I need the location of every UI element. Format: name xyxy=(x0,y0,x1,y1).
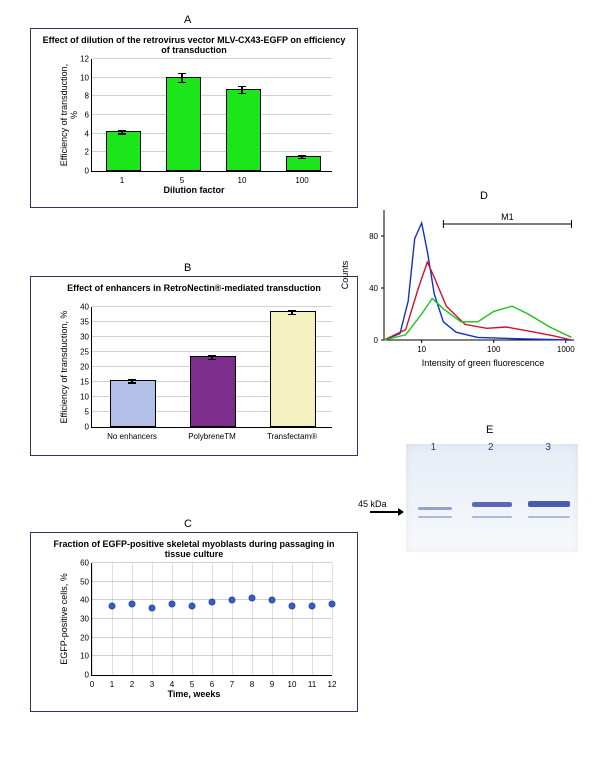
gel-band xyxy=(418,507,452,510)
bar xyxy=(270,311,316,427)
scatter-point xyxy=(309,602,316,609)
panel-c: Fraction of EGFP-positive skeletal myobl… xyxy=(30,532,358,712)
panel-a: Effect of dilution of the retrovirus vec… xyxy=(30,28,358,208)
scatter-point xyxy=(329,601,336,608)
bar xyxy=(106,131,141,171)
category-label: 1 xyxy=(120,176,124,185)
panel-e-gel xyxy=(406,444,578,552)
panel-c-xlabel: Time, weeks xyxy=(31,689,357,699)
panel-c-label: C xyxy=(184,518,192,530)
panel-b-ylabel: Efficiency of transduction, % xyxy=(59,307,69,427)
gel-band xyxy=(528,501,570,507)
flow-curve-red xyxy=(384,262,571,340)
panel-b: Effect of enhancers in RetroNectin®-medi… xyxy=(30,276,358,456)
category-label: No enhancers xyxy=(107,432,157,441)
gel-lane-label: 3 xyxy=(545,442,551,453)
panel-c-plot: 01020304050600123456789101112 xyxy=(91,563,332,676)
panel-c-ylabel: EGFP-positive cells, % xyxy=(59,563,69,675)
scatter-point xyxy=(149,604,156,611)
bar xyxy=(190,356,236,427)
svg-text:M1: M1 xyxy=(501,212,514,222)
panel-a-xlabel: Dilution factor xyxy=(31,185,357,195)
panel-b-label: B xyxy=(184,262,191,274)
svg-text:1000: 1000 xyxy=(557,345,575,354)
scatter-point xyxy=(209,599,216,606)
gel-band xyxy=(418,516,452,518)
gel-band xyxy=(472,516,512,518)
panel-a-title: Effect of dilution of the retrovirus vec… xyxy=(31,29,357,56)
category-label: 100 xyxy=(295,176,308,185)
category-label: 5 xyxy=(180,176,184,185)
gel-marker-label: 45 kDa xyxy=(358,499,387,509)
svg-text:40: 40 xyxy=(369,284,378,293)
gel-band xyxy=(528,516,570,518)
panel-d-xlabel: Intensity of green fluorescence xyxy=(378,358,588,368)
scatter-point xyxy=(229,597,236,604)
svg-text:10: 10 xyxy=(417,345,426,354)
scatter-point xyxy=(189,602,196,609)
panel-a-label: A xyxy=(184,14,191,26)
panel-d-plot: 0 40 80 10 100 1000 M1 xyxy=(354,210,584,380)
panel-a-plot: 0246810121510100 xyxy=(91,59,332,172)
bar xyxy=(226,89,261,171)
panel-b-plot: 0510152025303540No enhancersPolybreneTMT… xyxy=(91,307,332,428)
gel-lane-label: 1 xyxy=(431,442,437,453)
panel-b-title: Effect of enhancers in RetroNectin®-medi… xyxy=(31,277,357,293)
gel-band xyxy=(472,502,512,507)
panel-e-label: E xyxy=(486,424,493,436)
svg-text:0: 0 xyxy=(374,336,379,345)
arrow-icon xyxy=(370,511,400,513)
bar xyxy=(110,380,156,427)
gel-lane-label: 2 xyxy=(488,442,494,453)
bar xyxy=(166,77,201,171)
arrow-icon xyxy=(398,508,404,516)
category-label: Transfectam® xyxy=(267,432,317,441)
scatter-point xyxy=(269,597,276,604)
panel-d-ylabel: Counts xyxy=(340,210,350,340)
panel-a-ylabel: Efficiency of transduction, % xyxy=(59,59,79,171)
scatter-point xyxy=(249,595,256,602)
category-label: 10 xyxy=(238,176,247,185)
panel-d-label: D xyxy=(480,190,488,202)
scatter-point xyxy=(129,601,136,608)
svg-text:80: 80 xyxy=(369,232,378,241)
scatter-point xyxy=(109,602,116,609)
svg-text:100: 100 xyxy=(487,345,501,354)
scatter-point xyxy=(289,602,296,609)
panel-c-title: Fraction of EGFP-positive skeletal myobl… xyxy=(31,533,357,560)
scatter-point xyxy=(169,601,176,608)
category-label: PolybreneTM xyxy=(188,432,236,441)
